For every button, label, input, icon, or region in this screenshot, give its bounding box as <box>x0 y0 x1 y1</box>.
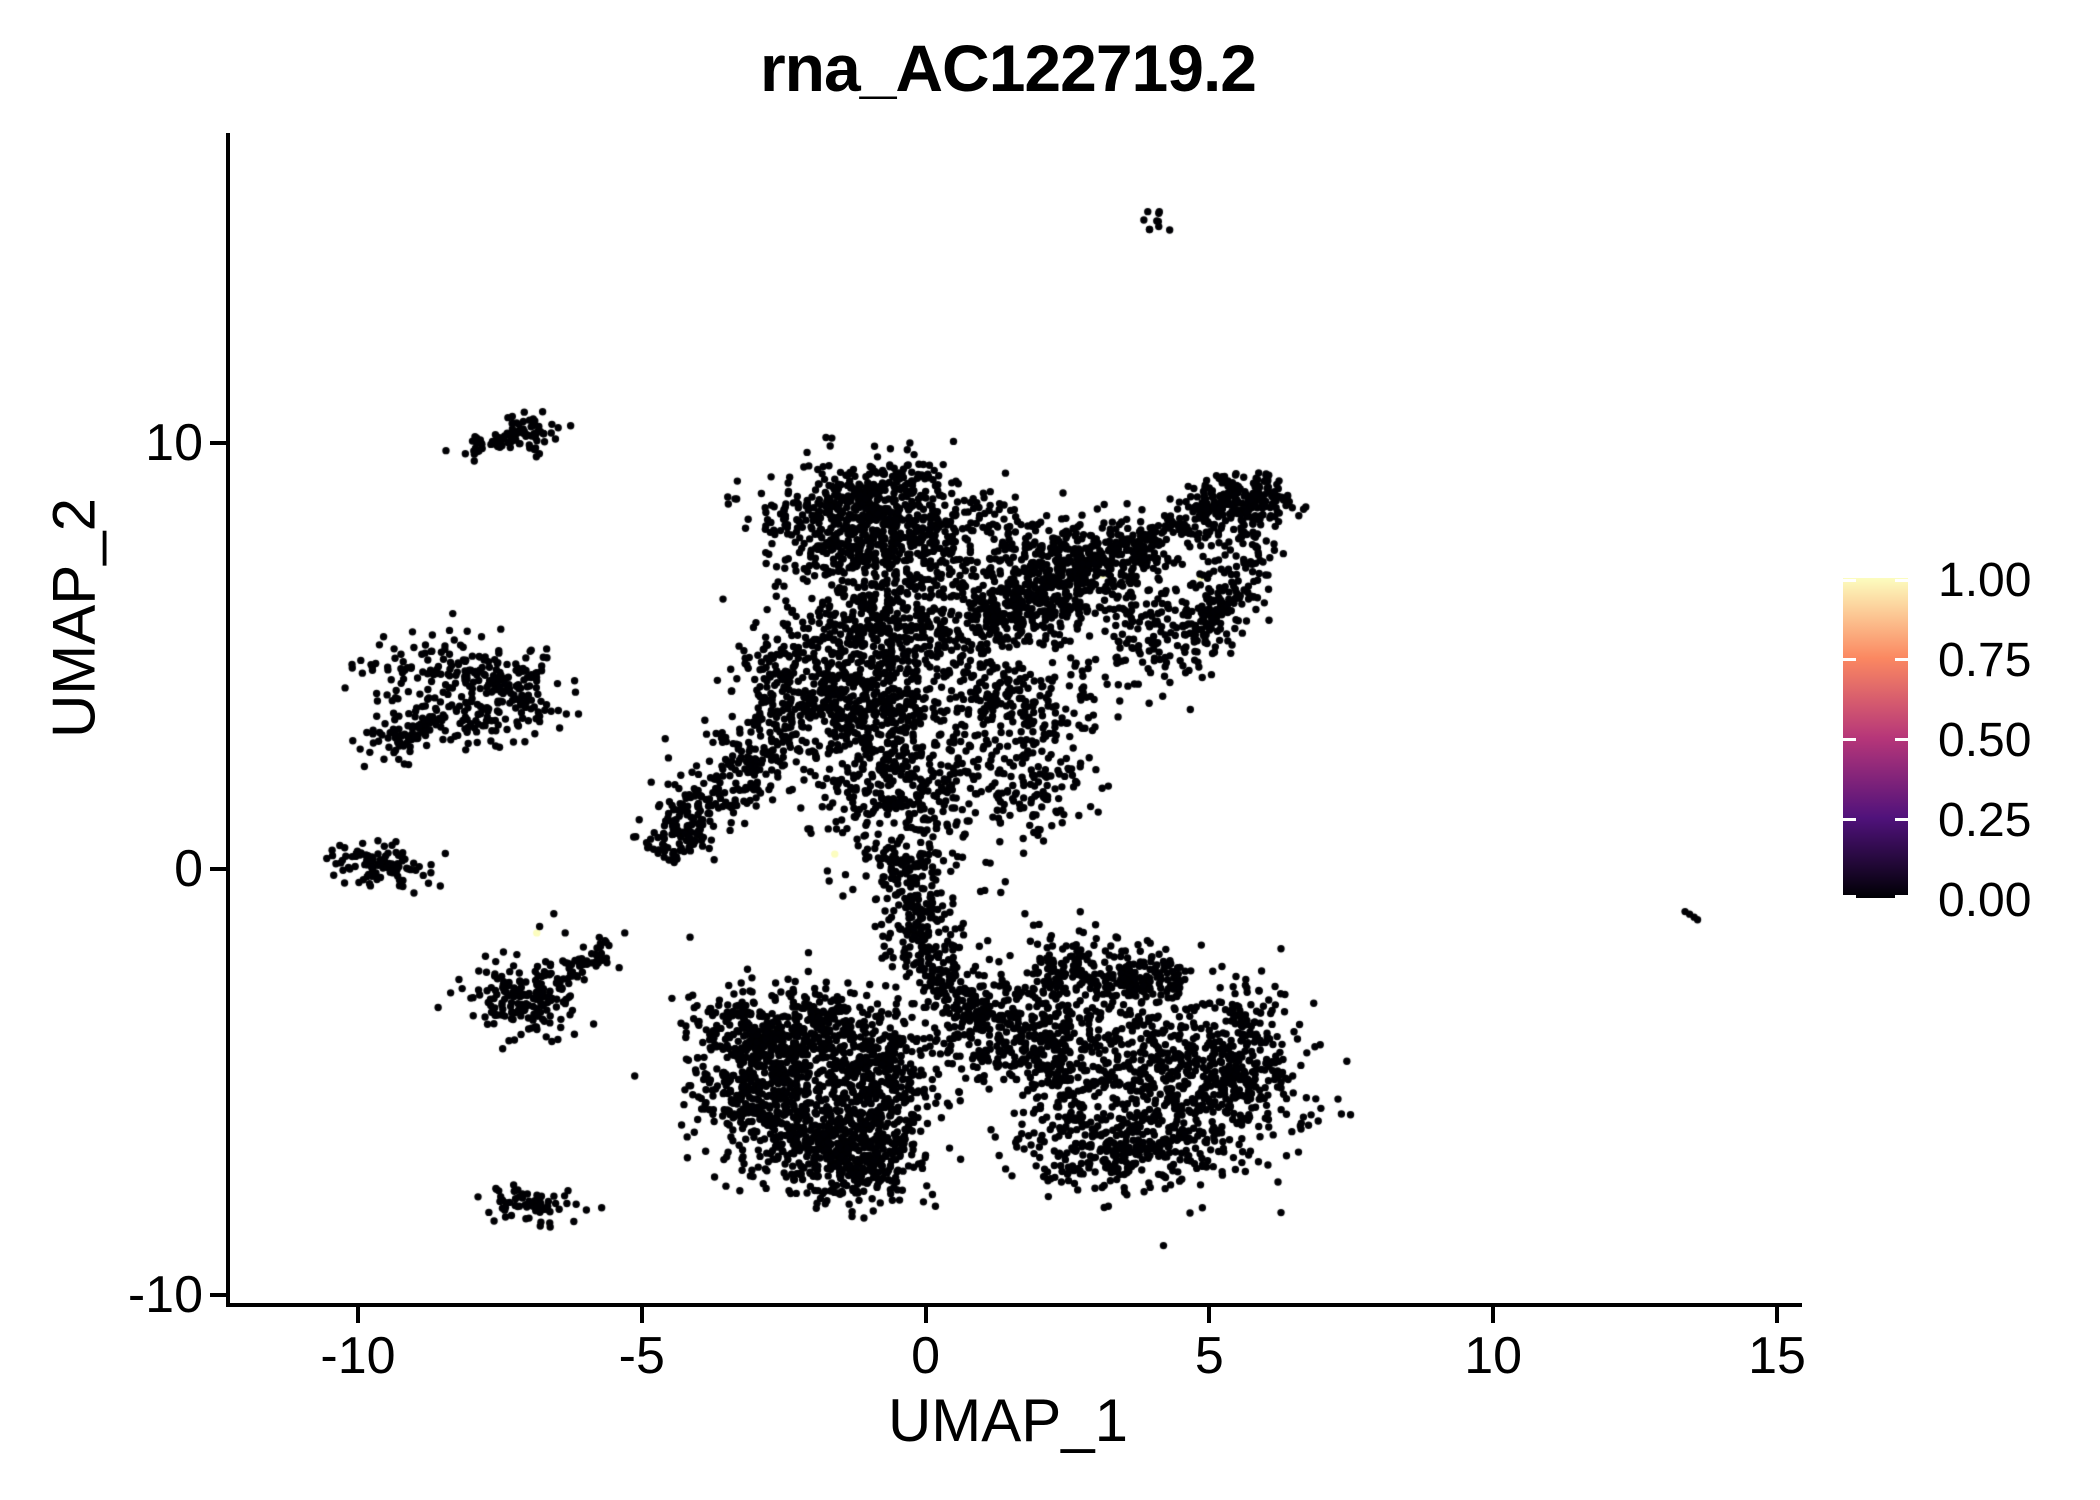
y-tick-mark <box>210 867 226 871</box>
x-tick-label: 5 <box>1194 1327 1224 1385</box>
colorbar-tick-mark <box>1895 818 1908 821</box>
x-tick-mark <box>356 1307 360 1323</box>
expression-colorbar <box>1843 578 1908 898</box>
colorbar-tick-mark <box>1895 579 1908 582</box>
y-tick-label: 0 <box>174 840 203 898</box>
x-tick-mark <box>923 1307 928 1323</box>
x-tick-label: 0 <box>911 1327 941 1385</box>
colorbar-value-label: 0.75 <box>1938 634 2032 687</box>
x-tick-mark <box>1775 1307 1779 1323</box>
plot-title: rna_AC122719.2 <box>759 31 1257 105</box>
y-axis-spine <box>226 133 230 1307</box>
colorbar-value-label: 1.00 <box>1938 554 2032 607</box>
colorbar-tick-mark <box>1895 658 1908 661</box>
colorbar-value-label: 0.50 <box>1938 714 2032 767</box>
y-axis-title: UMAP_2 <box>40 497 108 739</box>
colorbar-tick-mark <box>1895 895 1908 898</box>
x-axis-title: UMAP_1 <box>887 1387 1129 1454</box>
colorbar-tick-mark <box>1895 738 1908 741</box>
x-tick-label: -5 <box>618 1327 665 1385</box>
colorbar-tick-mark <box>1843 895 1856 898</box>
x-axis-spine <box>226 1303 1802 1307</box>
x-tick-mark <box>1491 1307 1496 1323</box>
y-tick-mark <box>210 441 226 445</box>
colorbar-tick-mark <box>1843 818 1856 821</box>
x-tick-mark <box>1207 1307 1212 1323</box>
y-tick-label: -10 <box>127 1266 203 1324</box>
x-tick-label: 15 <box>1748 1327 1806 1385</box>
colorbar-tick-mark <box>1843 579 1856 582</box>
colorbar-tick-mark <box>1843 658 1856 661</box>
colorbar-tick-mark <box>1843 738 1856 741</box>
x-tick-label: -10 <box>320 1327 396 1385</box>
colorbar-value-label: 0.25 <box>1938 794 2032 847</box>
colorbar-value-label: 0.00 <box>1938 874 2032 927</box>
y-tick-label: 10 <box>145 414 203 472</box>
x-tick-label: 10 <box>1464 1327 1523 1385</box>
y-tick-mark <box>210 1293 226 1297</box>
x-tick-mark <box>639 1307 644 1323</box>
